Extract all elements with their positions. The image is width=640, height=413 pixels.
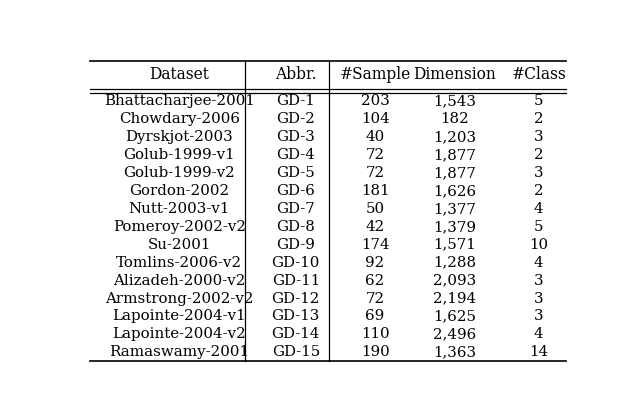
Text: GD-15: GD-15 xyxy=(271,345,320,359)
Text: 104: 104 xyxy=(361,112,390,126)
Text: Bhattacharjee-2001: Bhattacharjee-2001 xyxy=(104,95,255,109)
Text: 2,093: 2,093 xyxy=(433,273,476,287)
Text: 42: 42 xyxy=(365,220,385,234)
Text: 1,203: 1,203 xyxy=(433,130,476,144)
Text: 1,877: 1,877 xyxy=(433,166,476,180)
Text: Nutt-2003-v1: Nutt-2003-v1 xyxy=(129,202,230,216)
Text: 10: 10 xyxy=(529,238,548,252)
Text: 14: 14 xyxy=(529,345,548,359)
Text: Abbr.: Abbr. xyxy=(275,66,317,83)
Text: 1,877: 1,877 xyxy=(433,148,476,162)
Text: 2: 2 xyxy=(534,184,543,198)
Text: 174: 174 xyxy=(361,238,389,252)
Text: GD-3: GD-3 xyxy=(276,130,315,144)
Text: 1,543: 1,543 xyxy=(433,95,476,109)
Text: Lapointe-2004-v1: Lapointe-2004-v1 xyxy=(113,309,246,323)
Text: GD-9: GD-9 xyxy=(276,238,315,252)
Text: GD-2: GD-2 xyxy=(276,112,315,126)
Text: 1,288: 1,288 xyxy=(433,256,476,270)
Text: GD-4: GD-4 xyxy=(276,148,315,162)
Text: GD-13: GD-13 xyxy=(271,309,320,323)
Text: 190: 190 xyxy=(361,345,390,359)
Text: #Sample: #Sample xyxy=(339,66,411,83)
Text: GD-6: GD-6 xyxy=(276,184,315,198)
Text: GD-11: GD-11 xyxy=(271,273,320,287)
Text: Gordon-2002: Gordon-2002 xyxy=(129,184,229,198)
Text: 4: 4 xyxy=(534,328,543,341)
Text: 3: 3 xyxy=(534,292,543,306)
Text: GD-10: GD-10 xyxy=(271,256,320,270)
Text: 181: 181 xyxy=(361,184,389,198)
Text: 1,625: 1,625 xyxy=(433,309,476,323)
Text: Dyrskjot-2003: Dyrskjot-2003 xyxy=(125,130,233,144)
Text: 1,626: 1,626 xyxy=(433,184,476,198)
Text: Chowdary-2006: Chowdary-2006 xyxy=(118,112,240,126)
Text: Lapointe-2004-v2: Lapointe-2004-v2 xyxy=(113,328,246,341)
Text: 2: 2 xyxy=(534,112,543,126)
Text: 4: 4 xyxy=(534,256,543,270)
Text: 3: 3 xyxy=(534,273,543,287)
Text: 62: 62 xyxy=(365,273,385,287)
Text: Dimension: Dimension xyxy=(413,66,496,83)
Text: Golub-1999-v2: Golub-1999-v2 xyxy=(124,166,235,180)
Text: 69: 69 xyxy=(365,309,385,323)
Text: 203: 203 xyxy=(361,95,390,109)
Text: GD-14: GD-14 xyxy=(271,328,320,341)
Text: 72: 72 xyxy=(365,166,385,180)
Text: 110: 110 xyxy=(361,328,389,341)
Text: 2: 2 xyxy=(534,148,543,162)
Text: #Class: #Class xyxy=(511,66,566,83)
Text: 2,496: 2,496 xyxy=(433,328,476,341)
Text: Alizadeh-2000-v2: Alizadeh-2000-v2 xyxy=(113,273,245,287)
Text: Tomlins-2006-v2: Tomlins-2006-v2 xyxy=(116,256,243,270)
Text: 5: 5 xyxy=(534,220,543,234)
Text: GD-7: GD-7 xyxy=(276,202,315,216)
Text: 3: 3 xyxy=(534,309,543,323)
Text: GD-12: GD-12 xyxy=(271,292,320,306)
Text: Ramaswamy-2001: Ramaswamy-2001 xyxy=(109,345,249,359)
Text: 3: 3 xyxy=(534,130,543,144)
Text: 92: 92 xyxy=(365,256,385,270)
Text: 4: 4 xyxy=(534,202,543,216)
Text: 72: 72 xyxy=(365,148,385,162)
Text: Su-2001: Su-2001 xyxy=(147,238,211,252)
Text: 2,194: 2,194 xyxy=(433,292,476,306)
Text: 3: 3 xyxy=(534,166,543,180)
Text: 5: 5 xyxy=(534,95,543,109)
Text: Dataset: Dataset xyxy=(149,66,209,83)
Text: 1,571: 1,571 xyxy=(433,238,476,252)
Text: GD-1: GD-1 xyxy=(276,95,315,109)
Text: 1,379: 1,379 xyxy=(433,220,476,234)
Text: 1,377: 1,377 xyxy=(433,202,476,216)
Text: GD-5: GD-5 xyxy=(276,166,315,180)
Text: Armstrong-2002-v2: Armstrong-2002-v2 xyxy=(105,292,253,306)
Text: GD-8: GD-8 xyxy=(276,220,315,234)
Text: 1,363: 1,363 xyxy=(433,345,476,359)
Text: 72: 72 xyxy=(365,292,385,306)
Text: Golub-1999-v1: Golub-1999-v1 xyxy=(124,148,235,162)
Text: 40: 40 xyxy=(365,130,385,144)
Text: 50: 50 xyxy=(365,202,385,216)
Text: 182: 182 xyxy=(440,112,469,126)
Text: Pomeroy-2002-v2: Pomeroy-2002-v2 xyxy=(113,220,246,234)
